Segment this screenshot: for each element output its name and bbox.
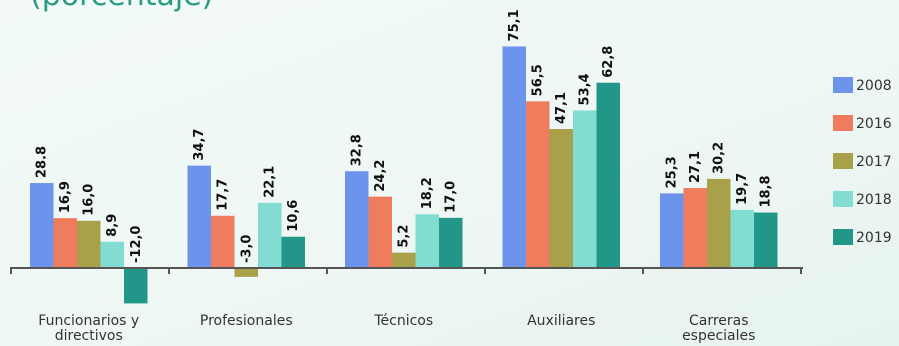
bar-2008-1 [187,165,211,268]
bar-2008-2 [345,171,369,268]
value-label: 62,8 [601,46,616,78]
value-label: 47,1 [554,92,569,124]
legend-swatch-2019 [833,229,853,245]
value-label: 56,5 [531,64,546,96]
legend-label-2018: 2018 [856,192,892,208]
value-label: 8,9 [105,214,120,237]
category-label: directivos [55,328,123,344]
value-label: -3,0 [239,235,254,263]
bar-2019-1 [281,236,305,268]
bar-2016-2 [368,196,392,268]
bar-2008-3 [502,46,526,268]
bar-2017-4 [707,178,731,268]
bar-2017-0 [77,220,101,268]
bar-2017-2 [392,252,416,268]
bar-2018-0 [100,241,124,268]
legend-label-2008: 2008 [856,78,892,94]
legend-label-2019: 2019 [856,230,892,246]
legend-label-2016: 2016 [856,116,892,132]
value-label: 28.8 [35,146,50,178]
bar-2008-0 [30,183,54,268]
bar-2018-4 [730,209,754,268]
bar-2016-1 [211,215,235,268]
bar-2016-0 [53,218,77,268]
x-axis [10,267,803,274]
category-label: Técnicos [373,313,433,329]
value-label: 18,2 [420,177,435,209]
value-label: 22,1 [263,166,278,198]
bar-2019-4 [754,212,778,268]
legend-label-2017: 2017 [856,154,892,170]
value-label: 18,8 [759,175,774,207]
value-label: 17,7 [216,179,231,211]
value-label: 75,1 [507,9,522,41]
value-label: 25,3 [665,156,680,188]
value-label: 53,4 [578,73,593,105]
value-label: 32,8 [350,134,365,166]
bar-2008-4 [660,193,684,268]
legend: 2008 2016 2017 2018 2019 [833,77,892,246]
bar-2018-3 [573,110,597,268]
bar-2016-3 [526,101,550,268]
legend-swatch-2008 [833,77,853,93]
bar-2016-4 [683,188,707,268]
legend-swatch-2017 [833,153,853,169]
bar-2017-1 [234,268,258,277]
value-label: 16,9 [58,181,73,213]
legend-swatch-2018 [833,191,853,207]
value-label: 34,7 [192,129,207,161]
category-label: Carreras [689,313,749,329]
bar-2019-0 [124,268,148,304]
bar-2019-3 [596,82,620,269]
bar-2018-2 [415,214,439,268]
category-label: Profesionales [200,313,293,329]
category-label: Funcionarios y [38,313,139,329]
value-label: 27,1 [688,151,703,183]
value-label: 19,7 [735,173,750,205]
bars-layer [30,46,778,304]
bar-2019-2 [439,217,463,268]
value-label: 24,2 [373,160,388,192]
value-label: 16,0 [82,184,97,216]
category-label: especiales [682,328,755,344]
category-label: Auxiliares [527,313,595,329]
value-label: 30,2 [712,142,727,174]
legend-swatch-2016 [833,115,853,131]
value-label: -12,0 [129,226,144,263]
bar-2017-3 [549,129,573,268]
value-label: 10,6 [286,200,301,232]
value-label: 5,2 [397,225,412,248]
value-label: 17,0 [444,181,459,213]
value-labels-layer: 28.8 16,9 16,0 8,9 -12,0 34,7 17,7 -3,0 22,1 10,6… [35,9,774,263]
chart-title: (porcentaje) [30,0,213,13]
bar-2018-1 [258,202,282,268]
